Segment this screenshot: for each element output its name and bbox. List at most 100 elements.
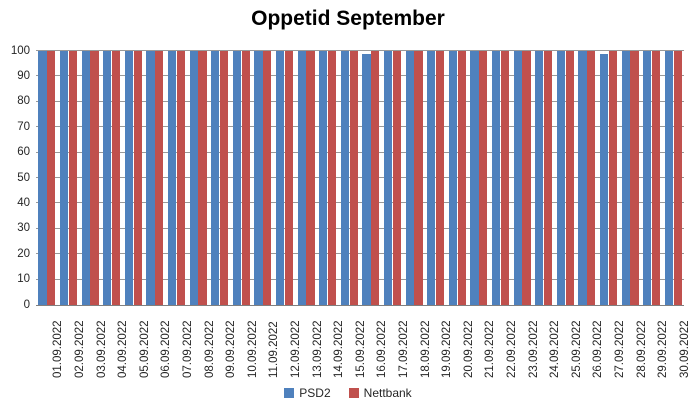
gridline [36, 278, 684, 280]
x-axis-label: 24.09.2022 [549, 320, 562, 378]
bar-nettbank [68, 51, 78, 305]
bar-psd2 [513, 51, 522, 305]
bar-psd2 [362, 53, 371, 305]
y-axis-label: 10 [17, 273, 30, 286]
x-axis-label: 16.09.2022 [376, 320, 389, 378]
bar-psd2 [232, 51, 241, 305]
bar-nettbank [90, 51, 99, 305]
bar-psd2 [189, 51, 198, 305]
bar-psd2 [124, 51, 133, 305]
bar-nettbank [436, 51, 445, 305]
bar-psd2 [599, 53, 609, 305]
bar-psd2 [275, 51, 285, 305]
y-axis-label: 100 [10, 44, 30, 57]
bar-psd2 [448, 51, 457, 305]
bar-nettbank [392, 51, 402, 305]
bar-psd2 [578, 51, 587, 305]
bar-psd2 [664, 51, 673, 305]
y-axis-label: 40 [17, 196, 30, 209]
x-axis-label: 23.09.2022 [527, 320, 540, 378]
x-axis-label: 13.09.2022 [311, 320, 324, 378]
bar-nettbank [652, 51, 661, 305]
legend-swatch [348, 388, 359, 398]
bar-nettbank [284, 51, 294, 305]
bar-nettbank [176, 51, 186, 305]
x-axis-label: 17.09.2022 [397, 320, 410, 378]
bar-nettbank [155, 51, 164, 305]
y-axis-label: 20 [17, 247, 30, 260]
x-axis-label: 11.09.2022 [268, 321, 281, 378]
y-axis-label: 70 [17, 120, 30, 133]
x-axis-label: 20.09.2022 [462, 320, 475, 378]
gridline [36, 75, 684, 77]
bar-nettbank [479, 51, 488, 305]
x-axis-label: 12.09.2022 [289, 320, 302, 378]
bar-psd2 [38, 51, 47, 305]
bar-psd2 [81, 51, 90, 305]
legend: PSD2 Nettbank [0, 386, 696, 400]
bar-psd2 [146, 51, 155, 305]
x-axis-label: 07.09.2022 [181, 320, 194, 378]
x-axis-label: 15.09.2022 [354, 320, 367, 378]
bar-nettbank [457, 51, 466, 305]
gridline [36, 50, 684, 51]
bar-psd2 [167, 51, 177, 305]
bar-nettbank [198, 51, 207, 305]
bar-nettbank [371, 51, 380, 305]
bar-nettbank [414, 51, 423, 305]
plot-area [36, 50, 684, 306]
chart-title: Oppetid September [251, 7, 445, 30]
x-axis-label: 08.09.2022 [203, 320, 216, 378]
bar-nettbank [263, 51, 272, 305]
bar-nettbank [608, 51, 618, 305]
gridline [36, 177, 684, 178]
x-axis-label: 25.09.2022 [570, 320, 583, 378]
bar-nettbank [522, 51, 531, 305]
bar-psd2 [535, 51, 544, 305]
bar-psd2 [254, 51, 263, 305]
bar-nettbank [112, 51, 121, 305]
x-axis-label: 29.09.2022 [657, 320, 670, 378]
bar-psd2 [556, 51, 565, 305]
bar-psd2 [103, 51, 112, 305]
gridline [36, 202, 684, 204]
y-axis-label: 80 [17, 95, 30, 108]
x-axis-label: 27.09.2022 [613, 320, 626, 378]
gridline [36, 227, 684, 229]
bar-psd2 [340, 51, 349, 305]
legend-label: PSD2 [299, 386, 331, 400]
gridline [36, 253, 684, 255]
bar-psd2 [383, 51, 393, 305]
y-axis-label: 0 [23, 298, 30, 311]
bar-psd2 [621, 51, 630, 305]
x-axis-label: 03.09.2022 [95, 320, 108, 378]
x-axis-label: 02.09.2022 [73, 320, 86, 378]
bar-nettbank [220, 51, 229, 305]
legend-item-psd2: PSD2 [284, 386, 331, 400]
y-axis-label: 50 [17, 171, 30, 184]
x-axis-label: 04.09.2022 [117, 320, 130, 378]
x-axis-label: 01.09.2022 [52, 320, 65, 378]
gridline [36, 126, 684, 128]
bar-nettbank [306, 51, 315, 305]
bar-psd2 [427, 51, 436, 305]
bar-nettbank [500, 51, 510, 305]
bar-nettbank [328, 51, 337, 305]
x-axis-label: 05.09.2022 [138, 320, 151, 378]
bar-nettbank [565, 51, 574, 305]
x-axis-label: 09.09.2022 [225, 320, 238, 378]
bar-nettbank [241, 51, 250, 305]
bar-nettbank [349, 51, 358, 305]
bar-nettbank [673, 51, 682, 305]
legend-label: Nettbank [363, 386, 412, 400]
bar-nettbank [587, 51, 596, 305]
x-axis-label: 30.09.2022 [678, 320, 691, 378]
bar-psd2 [405, 51, 414, 305]
y-axis-label: 90 [17, 69, 30, 82]
y-axis-label: 30 [17, 222, 30, 235]
bar-psd2 [470, 51, 479, 305]
bar-nettbank [47, 51, 56, 305]
bar-psd2 [59, 51, 69, 305]
x-axis-label: 21.09.2022 [484, 320, 497, 378]
bar-nettbank [544, 51, 553, 305]
